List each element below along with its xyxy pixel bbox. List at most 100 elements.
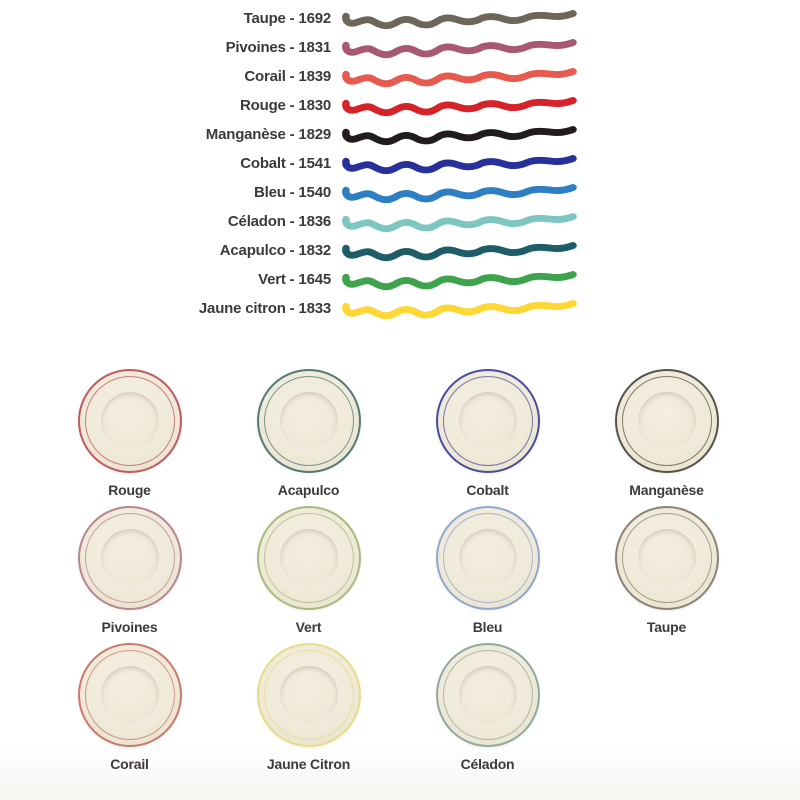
swatch-label: Cobalt - 1541 — [240, 155, 331, 172]
plate-well — [458, 529, 517, 587]
plate-inner-ring — [84, 513, 175, 603]
plate-label: Pivoines — [101, 619, 158, 635]
plate-label: Taupe — [646, 619, 687, 635]
swatch-row-rouge: Rouge - 1830 — [0, 91, 800, 120]
crayon-swatch-icon — [342, 96, 577, 116]
crayon-swatch-icon — [342, 38, 577, 58]
crayon-stroke — [342, 183, 577, 203]
plate-well — [279, 392, 338, 450]
swatch-row-cobalt: Cobalt - 1541 — [0, 149, 800, 178]
plate-image — [256, 643, 361, 747]
crayon-swatch-chart: Taupe - 1692 Pivoines - 1831 Corail - 18… — [0, 4, 800, 323]
crayon-swatch-icon — [342, 270, 577, 290]
plate-cell-celadon: Céladon — [435, 643, 540, 780]
plate-cell-bleu: Bleu — [435, 506, 540, 643]
plate-label: Rouge — [108, 482, 151, 498]
plate-inner-ring — [84, 376, 175, 466]
plate-image — [435, 643, 540, 747]
swatch-row-taupe: Taupe - 1692 — [0, 4, 800, 33]
plate-cell-jaune-citron: Jaune Citron — [256, 643, 361, 780]
plate-well — [100, 666, 159, 724]
swatch-label: Taupe - 1692 — [243, 10, 332, 27]
swatch-label: Céladon - 1836 — [227, 213, 331, 230]
plate-label: Cobalt — [466, 482, 509, 498]
plate-cell-corail: Corail — [77, 643, 182, 780]
plate-inner-ring — [621, 376, 712, 466]
plate-cell-rouge: Rouge — [77, 369, 182, 506]
swatch-row-pivoines: Pivoines - 1831 — [0, 33, 800, 62]
plate-label: Corail — [110, 756, 149, 772]
plate-cell-vert: Vert — [256, 506, 361, 643]
swatch-label: Pivoines - 1831 — [225, 39, 332, 56]
plate-well — [100, 529, 159, 587]
swatch-label: Acapulco - 1832 — [219, 242, 331, 259]
crayon-stroke — [342, 212, 577, 232]
crayon-swatch-icon — [342, 212, 577, 232]
crayon-swatch-icon — [342, 154, 577, 174]
plate-grid: Rouge Acapulco Cobalt Manganèse — [40, 369, 756, 780]
plate-image — [614, 506, 719, 610]
plate-well — [279, 529, 338, 587]
crayon-stroke — [342, 125, 577, 145]
crayon-stroke — [342, 9, 577, 29]
swatch-label: Manganèse - 1829 — [205, 126, 331, 143]
crayon-swatch-icon — [342, 125, 577, 145]
crayon-swatch-icon — [342, 241, 577, 261]
plate-well — [279, 666, 338, 724]
crayon-stroke — [342, 96, 577, 116]
plate-image — [435, 506, 540, 610]
plate-image — [614, 369, 719, 473]
swatch-label: Corail - 1839 — [244, 68, 331, 85]
plate-label: Acapulco — [277, 482, 340, 498]
plate-inner-ring — [442, 376, 533, 466]
crayon-swatch-icon — [342, 9, 577, 29]
plate-cell-taupe: Taupe — [614, 506, 719, 643]
plate-label: Jaune Citron — [266, 756, 351, 772]
plate-well — [637, 529, 696, 587]
swatch-row-vert: Vert - 1645 — [0, 265, 800, 294]
crayon-swatch-icon — [342, 67, 577, 87]
swatch-row-bleu: Bleu - 1540 — [0, 178, 800, 207]
swatch-label: Jaune citron - 1833 — [198, 300, 331, 317]
plate-label: Bleu — [472, 619, 503, 635]
plate-well — [458, 666, 517, 724]
plate-inner-ring — [263, 650, 354, 740]
plate-inner-ring — [263, 376, 354, 466]
crayon-swatch-icon — [342, 299, 577, 319]
plate-label: Vert — [295, 619, 322, 635]
crayon-swatch-icon — [342, 183, 577, 203]
plate-image — [77, 506, 182, 610]
crayon-stroke — [342, 154, 577, 174]
swatch-label: Vert - 1645 — [258, 271, 331, 288]
plate-label: Céladon — [460, 756, 515, 772]
plate-well — [100, 392, 159, 450]
crayon-stroke — [342, 67, 577, 87]
plate-cell-manganese: Manganèse — [614, 369, 719, 506]
plate-image — [256, 369, 361, 473]
plate-well — [458, 392, 517, 450]
plate-inner-ring — [263, 513, 354, 603]
swatch-row-acapulco: Acapulco - 1832 — [0, 236, 800, 265]
swatch-row-manganese: Manganèse - 1829 — [0, 120, 800, 149]
plate-cell-cobalt: Cobalt — [435, 369, 540, 506]
plate-image — [77, 369, 182, 473]
swatch-row-corail: Corail - 1839 — [0, 62, 800, 91]
plate-cell-pivoines: Pivoines — [77, 506, 182, 643]
plate-inner-ring — [442, 650, 533, 740]
crayon-stroke — [342, 241, 577, 261]
plate-inner-ring — [442, 513, 533, 603]
plate-image — [256, 506, 361, 610]
plate-image — [435, 369, 540, 473]
swatch-row-jaune-citron: Jaune citron - 1833 — [0, 294, 800, 323]
swatch-label: Rouge - 1830 — [240, 97, 331, 114]
plate-inner-ring — [84, 650, 175, 740]
plate-cell-acapulco: Acapulco — [256, 369, 361, 506]
plate-inner-ring — [621, 513, 712, 603]
crayon-stroke — [342, 299, 577, 319]
swatch-row-celadon: Céladon - 1836 — [0, 207, 800, 236]
swatch-label: Bleu - 1540 — [253, 184, 331, 201]
plate-image — [77, 643, 182, 747]
plate-well — [637, 392, 696, 450]
crayon-stroke — [342, 38, 577, 58]
